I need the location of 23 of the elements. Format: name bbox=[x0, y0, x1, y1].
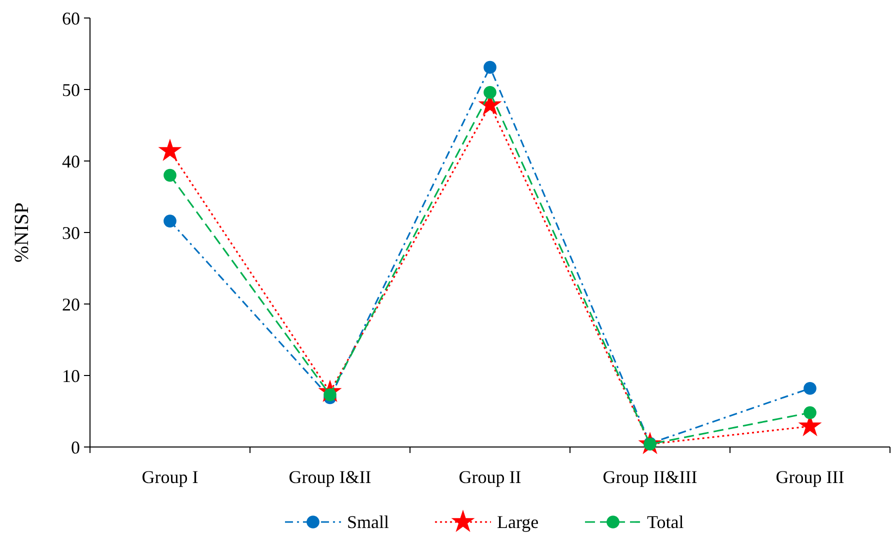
y-tick-label: 60 bbox=[62, 8, 80, 28]
point bbox=[484, 86, 496, 99]
point bbox=[484, 60, 496, 74]
legend-label: Large bbox=[497, 512, 539, 532]
x-tick-label: Group III bbox=[776, 467, 844, 487]
legend-label: Total bbox=[647, 512, 684, 532]
legend-label: Small bbox=[347, 512, 390, 532]
point bbox=[804, 406, 816, 420]
x-tick-label: Group I&II bbox=[288, 467, 372, 487]
point bbox=[164, 168, 176, 182]
point bbox=[804, 382, 816, 395]
x-tick-label: Group II&III bbox=[602, 467, 698, 487]
y-tick-label: 50 bbox=[62, 80, 80, 100]
y-tick-label: 40 bbox=[62, 151, 80, 172]
y-tick-label: 0 bbox=[71, 437, 80, 458]
y-axis-title: %NISP bbox=[11, 202, 33, 263]
x-tick-label: Group I bbox=[142, 467, 198, 487]
y-tick-label: 20 bbox=[62, 294, 80, 314]
point bbox=[159, 140, 181, 160]
point bbox=[164, 214, 176, 228]
y-tick-label: 30 bbox=[62, 222, 80, 243]
y-tick-label: 10 bbox=[62, 366, 80, 386]
x-tick-label: Group II bbox=[458, 467, 522, 487]
